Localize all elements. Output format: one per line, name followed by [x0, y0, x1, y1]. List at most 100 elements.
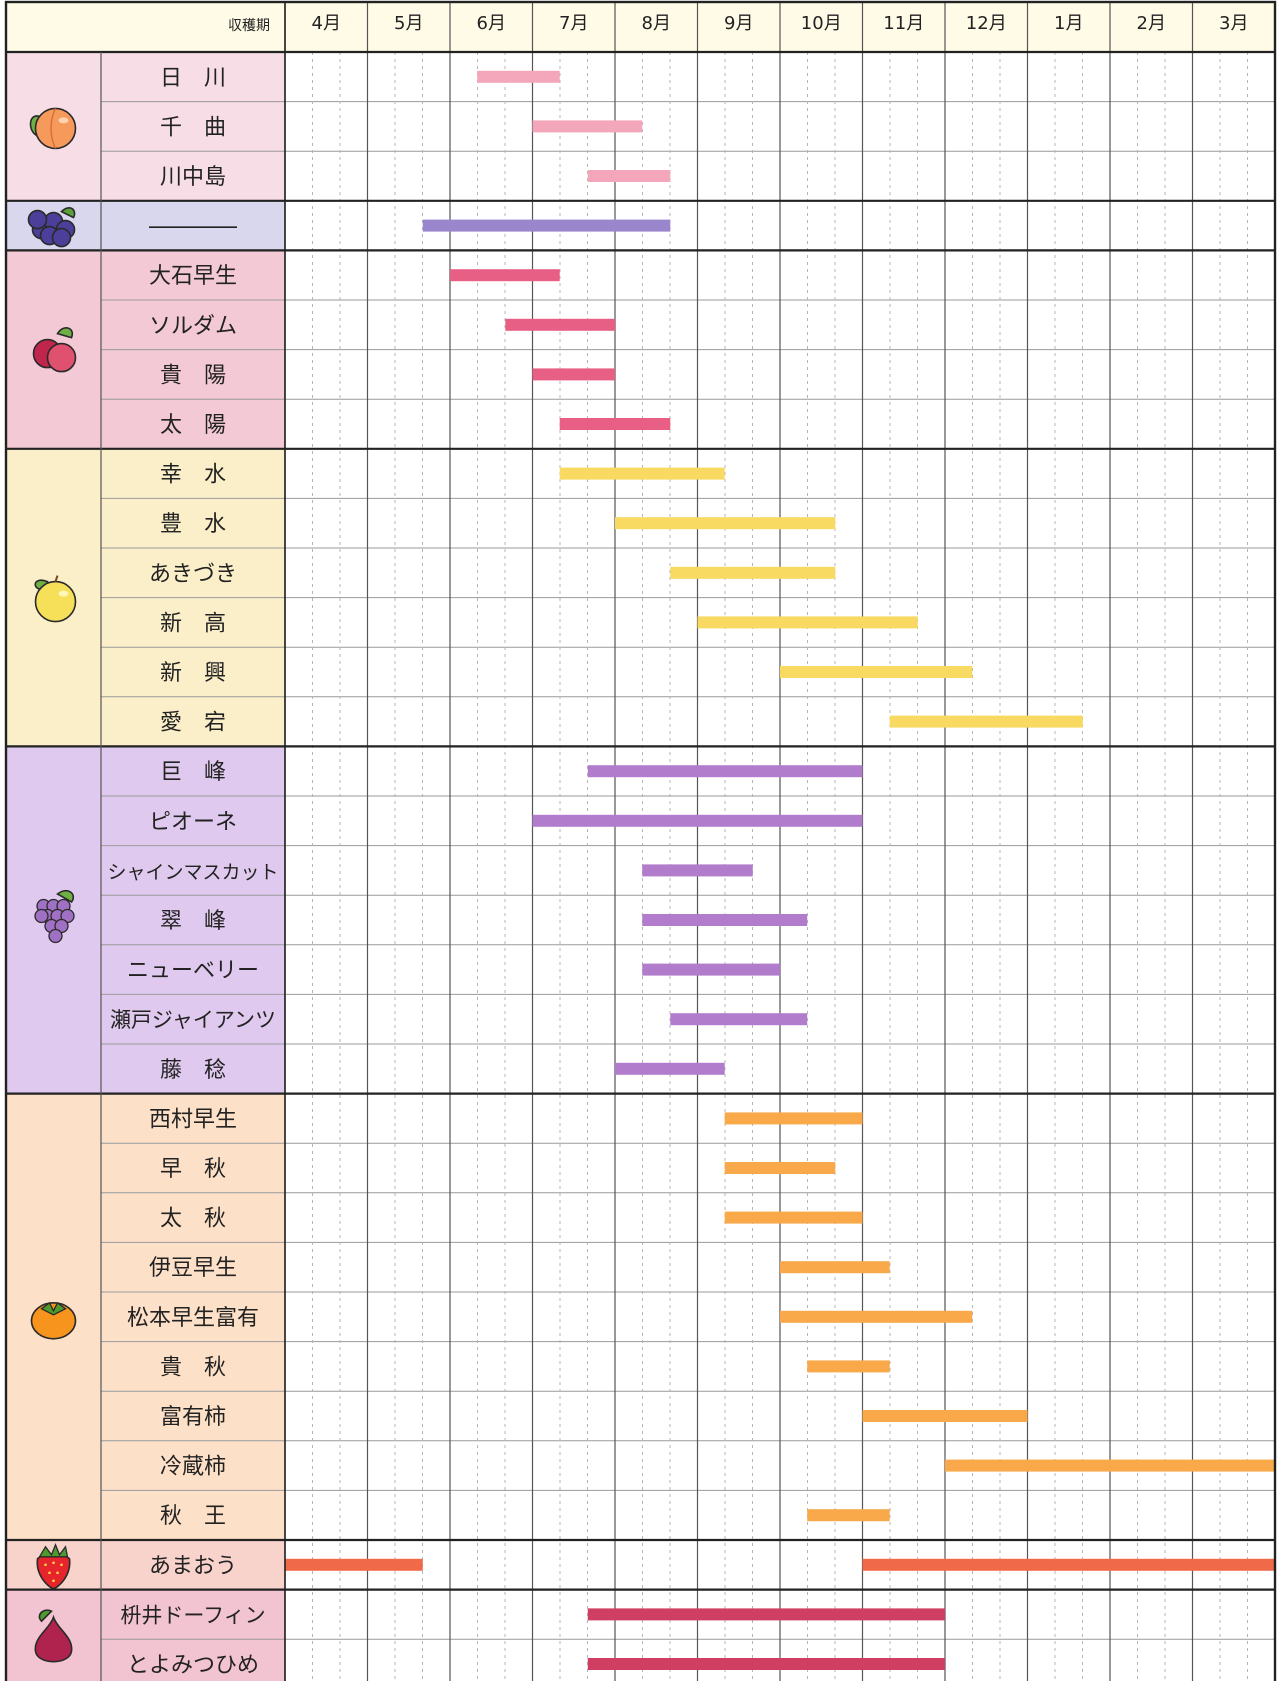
peach-icon [29, 107, 77, 150]
month-label: 12月 [966, 13, 1007, 34]
harvest-bar [505, 318, 615, 331]
variety-name: 早 秋 [160, 1157, 226, 1182]
blueberry-icon [27, 207, 76, 248]
harvest-bar [615, 517, 836, 530]
variety-name-cell [101, 1093, 285, 1144]
harvest-bar [889, 715, 1083, 728]
variety-name: シャインマスカット [107, 861, 278, 883]
harvest-bar [780, 1310, 973, 1323]
variety-name: ソルダム [149, 314, 237, 339]
variety-name: 太 陽 [160, 413, 226, 438]
variety-name: 伊豆早生 [149, 1256, 237, 1281]
variety-name: 枡井ドーフィン [120, 1603, 265, 1627]
variety-name-cell [101, 498, 285, 548]
variety-name: 新 高 [160, 611, 226, 636]
variety-name-cell [101, 1639, 285, 1681]
harvest-bar [587, 1658, 945, 1670]
harvest-bar [532, 368, 615, 381]
harvest-bar [945, 1459, 1275, 1472]
variety-name-cell [101, 1192, 285, 1243]
harvest-bar [532, 120, 643, 133]
variety-name-cell [101, 944, 285, 995]
variety-name: 巨 峰 [160, 760, 226, 785]
variety-name-cell [101, 52, 285, 102]
month-label: 3月 [1219, 13, 1248, 34]
plum-icon [32, 327, 77, 373]
variety-name: 千 曲 [160, 115, 226, 140]
variety-name-cell [101, 101, 285, 152]
variety-name-cell [101, 448, 285, 499]
variety-name-cell [101, 696, 285, 747]
variety-name: とよみつひめ [127, 1653, 259, 1678]
month-label: 1月 [1054, 13, 1083, 34]
strawberry-icon [36, 1543, 71, 1590]
harvest-bar [862, 1558, 1275, 1571]
variety-name: 幸 水 [160, 463, 226, 488]
harvest-bar [450, 269, 560, 282]
variety-name-cell [101, 1143, 285, 1193]
variety-name-cell [101, 200, 285, 251]
group-separators [6, 199, 1275, 1591]
variety-name: 藤 稔 [160, 1058, 226, 1083]
harvest-bar [780, 666, 973, 678]
month-label: 8月 [642, 13, 671, 34]
variety-name: 松本早生富有 [127, 1306, 259, 1331]
persimmon-icon [30, 1301, 77, 1340]
variety-name: 愛 宕 [160, 711, 226, 736]
variety-name-cell [101, 597, 285, 648]
harvest-bar [642, 914, 808, 926]
harvest-bar [670, 1013, 808, 1026]
variety-name: 新 興 [160, 661, 226, 686]
variety-name-cell [101, 1589, 285, 1640]
header-band [6, 2, 1275, 52]
variety-name-cell [101, 1292, 285, 1342]
harvest-bar [559, 418, 671, 430]
variety-name: 太 秋 [160, 1207, 226, 1232]
grape-icon [34, 889, 75, 944]
month-label: 6月 [477, 13, 506, 34]
variety-name-cell [101, 1242, 285, 1292]
variety-name-cell [101, 796, 285, 846]
variety-name: ―――― [149, 215, 237, 240]
variety-name-cell [101, 151, 285, 201]
variety-name: 西村早生 [149, 1107, 237, 1132]
variety-name: あきづき [149, 562, 237, 587]
variety-name: 瀬戸ジャイアンツ [110, 1008, 276, 1032]
variety-name-cell [101, 647, 285, 697]
harvest-bar [559, 467, 725, 480]
fig-icon [34, 1609, 73, 1663]
variety-name-cell [101, 300, 285, 350]
harvest-bar [807, 1509, 890, 1522]
variety-name: 川中島 [160, 165, 226, 190]
bars [285, 70, 1275, 1670]
variety-name-cell [101, 1440, 285, 1491]
month-label: 5月 [394, 13, 423, 34]
header-label: 収穫期 [228, 18, 270, 34]
grid [284, 2, 1276, 1681]
variety-name: 冷蔵柿 [160, 1455, 226, 1480]
variety-name-cell [101, 1490, 285, 1540]
outer-frame [4, 0, 1277, 1681]
variety-name-cell [101, 1341, 285, 1392]
variety-name: ニューベリー [127, 959, 259, 984]
harvest-bar [532, 814, 863, 827]
harvest-bar [807, 1360, 890, 1373]
harvest-bar [587, 170, 671, 182]
variety-name-cell [101, 1044, 285, 1094]
harvest-bar [724, 1112, 863, 1125]
harvest-bar [670, 566, 836, 579]
month-label: 4月 [312, 13, 341, 34]
variety-name-cell [101, 746, 285, 796]
variety-name: 翠 峰 [160, 909, 226, 934]
variety-name-cell [101, 895, 285, 945]
variety-name: ピオーネ [149, 810, 237, 835]
month-label: 10月 [801, 13, 842, 34]
variety-name: 大石早生 [149, 264, 237, 289]
variety-name-cell [101, 1391, 285, 1441]
variety-name-cell [101, 250, 285, 300]
variety-name: 秋 王 [160, 1504, 226, 1529]
variety-name: 貴 陽 [160, 363, 226, 388]
harvest-bar [285, 1558, 423, 1571]
variety-name: 富有柿 [160, 1405, 226, 1430]
